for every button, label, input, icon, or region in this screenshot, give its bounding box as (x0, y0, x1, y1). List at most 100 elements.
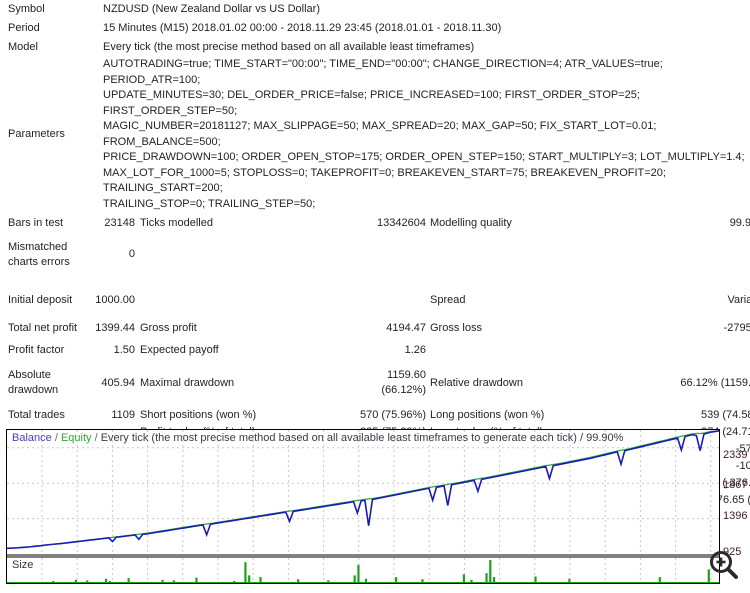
maximal-drawdown-label: Maximal drawdown (140, 376, 235, 389)
size-bar (534, 576, 537, 582)
table-row: Absolute drawdown 405.94 Maximal drawdow… (0, 368, 750, 398)
profit-factor-label: Profit factor (8, 344, 65, 356)
maximal-drawdown-value: 1159.60 (66.12%) (381, 369, 426, 396)
empty-cell (637, 232, 750, 277)
largest-loss-trade-value: -57.86 (735, 443, 750, 455)
size-bar (327, 580, 330, 582)
equity-chart-container: Balance / Equity / Every tick (the most … (0, 429, 750, 593)
short-positions-value: 570 (75.96%) (359, 409, 426, 421)
legend-description: Every tick (the most precise method base… (100, 432, 624, 444)
bars-in-test-value: 23148 (104, 217, 135, 229)
spread-value: Variable (727, 293, 750, 306)
size-bar (395, 577, 398, 582)
size-histogram (7, 558, 719, 583)
y-tick-0: 2339 (723, 449, 748, 461)
header-row-model: Model Every tick (the most precise metho… (0, 38, 750, 57)
initial-deposit-label: Initial deposit (8, 293, 73, 306)
parameters-value: AUTOTRADING=true; TIME_START="00:00"; TI… (103, 58, 745, 210)
relative-drawdown-value: 66.12% (1159.60) (680, 376, 750, 389)
legend-separator-1: / (51, 432, 61, 444)
header-row-period: Period 15 Minutes (M15) 2018.01.02 00:00… (0, 19, 750, 38)
spacer-row (0, 359, 750, 368)
legend-equity-label: Equity (60, 432, 92, 444)
size-bar (259, 577, 262, 582)
modelling-quality-value: 99.90% (729, 217, 750, 229)
absolute-drawdown-label: Absolute drawdown (8, 369, 59, 396)
size-pane: Size (7, 558, 719, 583)
total-net-profit-value: 1399.44 (95, 321, 135, 334)
table-row: Profit factor 1.50 Expected payoff 1.26 (0, 342, 750, 359)
header-row-parameters: Parameters AUTOTRADING=true; TIME_START=… (0, 57, 750, 212)
zoom-in-icon[interactable] (707, 548, 741, 582)
empty-cell (637, 342, 750, 359)
size-bar (489, 560, 492, 582)
long-positions-value: 539 (74.58%) (700, 409, 750, 421)
spacer-row (0, 398, 750, 407)
table-row: Total trades 1109 Short positions (won %… (0, 407, 750, 424)
expected-payoff-value: 1.26 (404, 344, 426, 356)
size-bar (357, 564, 360, 582)
size-bar (353, 575, 356, 582)
size-bar (74, 579, 78, 582)
empty-cell (430, 232, 637, 277)
bars-in-test-label: Bars in test (8, 217, 64, 229)
legend-separator-2: / (91, 432, 101, 444)
table-row: Total net profit 1399.44 Gross profit 41… (0, 314, 750, 342)
size-bar (470, 579, 473, 582)
size-bar (108, 580, 111, 583)
total-trades-label: Total trades (8, 409, 65, 421)
size-bar (492, 577, 496, 582)
size-bar (568, 578, 571, 582)
size-bar (104, 578, 108, 582)
table-row: Bars in test 23148 Ticks modelled 133426… (0, 215, 750, 232)
expected-payoff-label: Expected payoff (140, 344, 219, 356)
mismatched-charts-errors-label: Mismatched charts errors (8, 240, 70, 268)
ticks-modelled-label: Ticks modelled (140, 217, 213, 229)
size-bar (86, 580, 89, 582)
size-bar (195, 577, 198, 582)
ticks-modelled-value: 13342604 (377, 217, 426, 229)
y-tick-2: 1396 (723, 510, 748, 522)
empty-cell (140, 286, 346, 314)
size-pane-label: Size (12, 559, 34, 571)
total-net-profit-label: Total net profit (8, 321, 78, 334)
gross-loss-value: -2795.03 (723, 321, 750, 334)
period-value: 15 Minutes (M15) 2018.01.02 00:00 - 2018… (103, 21, 502, 34)
chart-legend: Balance / Equity / Every tick (the most … (12, 431, 623, 445)
empty-cell (346, 286, 430, 314)
total-trades-value: 1109 (111, 409, 135, 421)
size-bar (297, 579, 300, 582)
table-row: Mismatched charts errors 0 (0, 232, 750, 277)
size-bar (421, 579, 424, 582)
spread-label: Spread (430, 293, 466, 306)
legend-balance-label: Balance (12, 432, 52, 444)
initial-deposit-value: 1000.00 (95, 293, 135, 306)
size-bar (172, 580, 175, 582)
size-bar (658, 577, 661, 582)
table-row: Initial deposit 1000.00 Spread Variable (0, 286, 750, 314)
size-bar (244, 562, 247, 582)
gross-profit-label: Gross profit (140, 321, 197, 334)
y-tick-1: 1867 (723, 479, 748, 491)
modelling-quality-label: Modelling quality (430, 217, 512, 229)
size-bar (364, 578, 368, 582)
size-bar (233, 580, 236, 583)
model-value: Every tick (the most precise method base… (103, 40, 475, 53)
model-label: Model (8, 40, 38, 53)
empty-cell (346, 232, 430, 277)
average-loss-trade-value: -10.20 (735, 460, 750, 472)
chart-y-axis: 2339 1867 1396 925 (723, 429, 750, 584)
period-label: Period (8, 21, 40, 34)
series-equity (7, 431, 719, 549)
gross-loss-label: Gross loss (430, 321, 482, 334)
symbol-value: NZDUSD (New Zealand Dollar vs US Dollar) (103, 2, 320, 15)
balance-equity-plot (7, 430, 719, 554)
chart-frame[interactable]: Balance / Equity / Every tick (the most … (6, 429, 720, 584)
empty-cell (430, 342, 637, 359)
series-balance (7, 431, 719, 548)
size-bar (52, 580, 55, 583)
spacer-row (0, 277, 750, 286)
profit-factor-value: 1.50 (113, 344, 135, 356)
header-row-symbol: Symbol NZDUSD (New Zealand Dollar vs US … (0, 0, 750, 19)
chart-pane-divider (7, 554, 719, 558)
